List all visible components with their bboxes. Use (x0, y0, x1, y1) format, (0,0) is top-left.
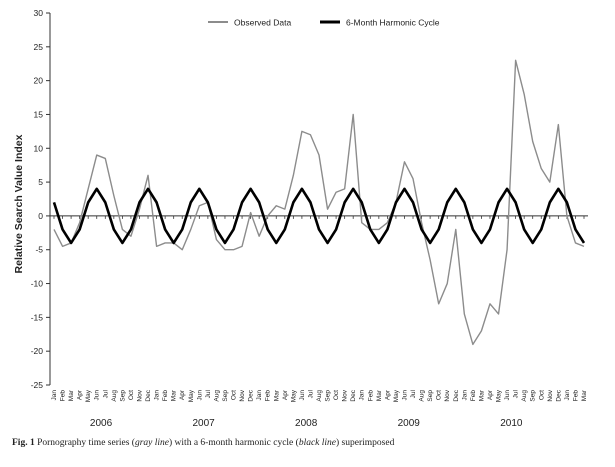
x-tick-label: Oct (436, 390, 443, 400)
x-tick-label: Oct (128, 390, 135, 400)
x-tick-label: Feb (470, 390, 477, 402)
x-ticks: Jan Feb Mar Apr May Jun Jul Aug Sep Oct Nov Dec Jan F… (51, 215, 588, 402)
x-tick-label: Apr (77, 389, 84, 400)
x-tick-label: Oct (333, 390, 340, 400)
x-tick-label: Nov (444, 389, 451, 401)
x-tick-label: Oct (231, 390, 238, 400)
y-tick-label: -15 (31, 312, 44, 322)
y-tick-label: -10 (31, 279, 44, 289)
y-axis-label: Relative Search Value Index (13, 134, 25, 273)
x-tick-label: Aug (316, 390, 323, 402)
x-tick-label: Jan (359, 390, 366, 401)
x-tick-label: Jan (461, 390, 468, 401)
x-tick-label: Apr (282, 389, 289, 400)
x-tick-label: Sep (119, 390, 126, 402)
x-tick-label: May (85, 389, 92, 402)
year-label: 2010 (500, 418, 523, 429)
x-tick-label: Jun (196, 390, 203, 401)
y-tick-label: 0 (38, 211, 43, 221)
x-tick-label: Apr (487, 389, 494, 400)
y-tick-label: 25 (34, 42, 44, 52)
y-tick-label: 15 (34, 109, 44, 119)
x-tick-label: Sep (530, 390, 537, 402)
x-tick-label: Feb (162, 390, 169, 402)
x-tick-label: Aug (111, 390, 118, 402)
x-tick-label: Aug (419, 390, 426, 402)
x-tick-label: Aug (213, 390, 220, 402)
x-tick-label: Nov (342, 389, 349, 401)
x-tick-label: Apr (384, 389, 391, 400)
y-tick-label: 5 (38, 177, 43, 187)
y-tick-label: -25 (31, 380, 44, 390)
series-lines (52, 59, 586, 346)
year-label: 2008 (295, 418, 318, 429)
x-tick-label: Jun (401, 390, 408, 401)
x-tick-label: Feb (572, 390, 579, 402)
x-tick-label: Jun (299, 390, 306, 401)
year-label: 2006 (90, 418, 113, 429)
legend-label-harmonic: 6-Month Harmonic Cycle (346, 18, 440, 28)
x-tick-label: Feb (367, 390, 374, 402)
x-tick-label: Jul (513, 389, 520, 398)
x-tick-label: Dec (555, 389, 562, 401)
y-tick-label: 20 (34, 76, 44, 86)
x-tick-label: Jul (410, 389, 417, 398)
series-line-harmonic (52, 187, 586, 245)
caption-label: Fig. 1 (12, 438, 35, 448)
x-tick-label: May (496, 389, 503, 402)
y-tick-label: 10 (34, 143, 44, 153)
x-tick-label: Aug (521, 390, 528, 402)
x-tick-label: May (393, 389, 400, 402)
x-tick-label: Feb (60, 390, 67, 402)
x-tick-label: Sep (325, 390, 332, 402)
x-tick-label: Mar (581, 389, 588, 401)
x-tick-label: Feb (265, 390, 272, 402)
year-label: 2007 (192, 418, 215, 429)
y-tick-label: 30 (34, 8, 44, 18)
year-label: 2009 (398, 418, 421, 429)
series-line-observed (53, 59, 585, 346)
x-tick-label: Nov (239, 389, 246, 401)
x-tick-label: Jan (154, 390, 161, 401)
x-tick-label: Jul (205, 389, 212, 398)
x-tick-label: Jan (564, 390, 571, 401)
x-tick-label: Mar (273, 389, 280, 401)
x-tick-label: Sep (222, 390, 229, 402)
x-tick-label: Sep (427, 390, 434, 402)
y-ticks: 30 25 20 15 10 5 0 -5 -10 -15 -20 -25 (31, 8, 50, 390)
x-tick-label: Mar (68, 389, 75, 401)
x-tick-label: Jan (51, 390, 58, 401)
x-tick-label: Nov (547, 389, 554, 401)
x-tick-label: May (290, 389, 297, 402)
y-tick-label: -5 (35, 245, 43, 255)
y-axis-label-group: Relative Search Value Index (13, 134, 25, 273)
legend: Observed Data 6-Month Harmonic Cycle (208, 18, 440, 28)
axes (49, 13, 588, 385)
x-tick-label: Nov (136, 389, 143, 401)
caption-text: Pornography time series (gray line) with… (37, 438, 395, 448)
x-tick-label: Jul (102, 389, 109, 398)
x-tick-label: Dec (248, 389, 255, 401)
x-tick-label: Jun (94, 390, 101, 401)
x-tick-label: Dec (453, 389, 460, 401)
legend-label-observed: Observed Data (234, 18, 291, 28)
x-tick-label: Dec (350, 389, 357, 401)
x-tick-label: Jun (504, 390, 511, 401)
year-labels: 2006 2007 2008 2009 2010 (90, 418, 523, 429)
figure-caption: Fig. 1 Pornography time series (gray lin… (12, 438, 608, 448)
x-tick-label: Jul (307, 389, 314, 398)
y-tick-label: -20 (31, 346, 44, 356)
x-tick-label: Apr (179, 389, 186, 400)
x-tick-label: Mar (478, 389, 485, 401)
x-tick-label: May (188, 389, 195, 402)
x-tick-label: Jan (256, 390, 263, 401)
x-tick-label: Mar (171, 389, 178, 401)
x-tick-label: Mar (376, 389, 383, 401)
x-tick-label: Dec (145, 389, 152, 401)
x-tick-label: Oct (538, 390, 545, 400)
